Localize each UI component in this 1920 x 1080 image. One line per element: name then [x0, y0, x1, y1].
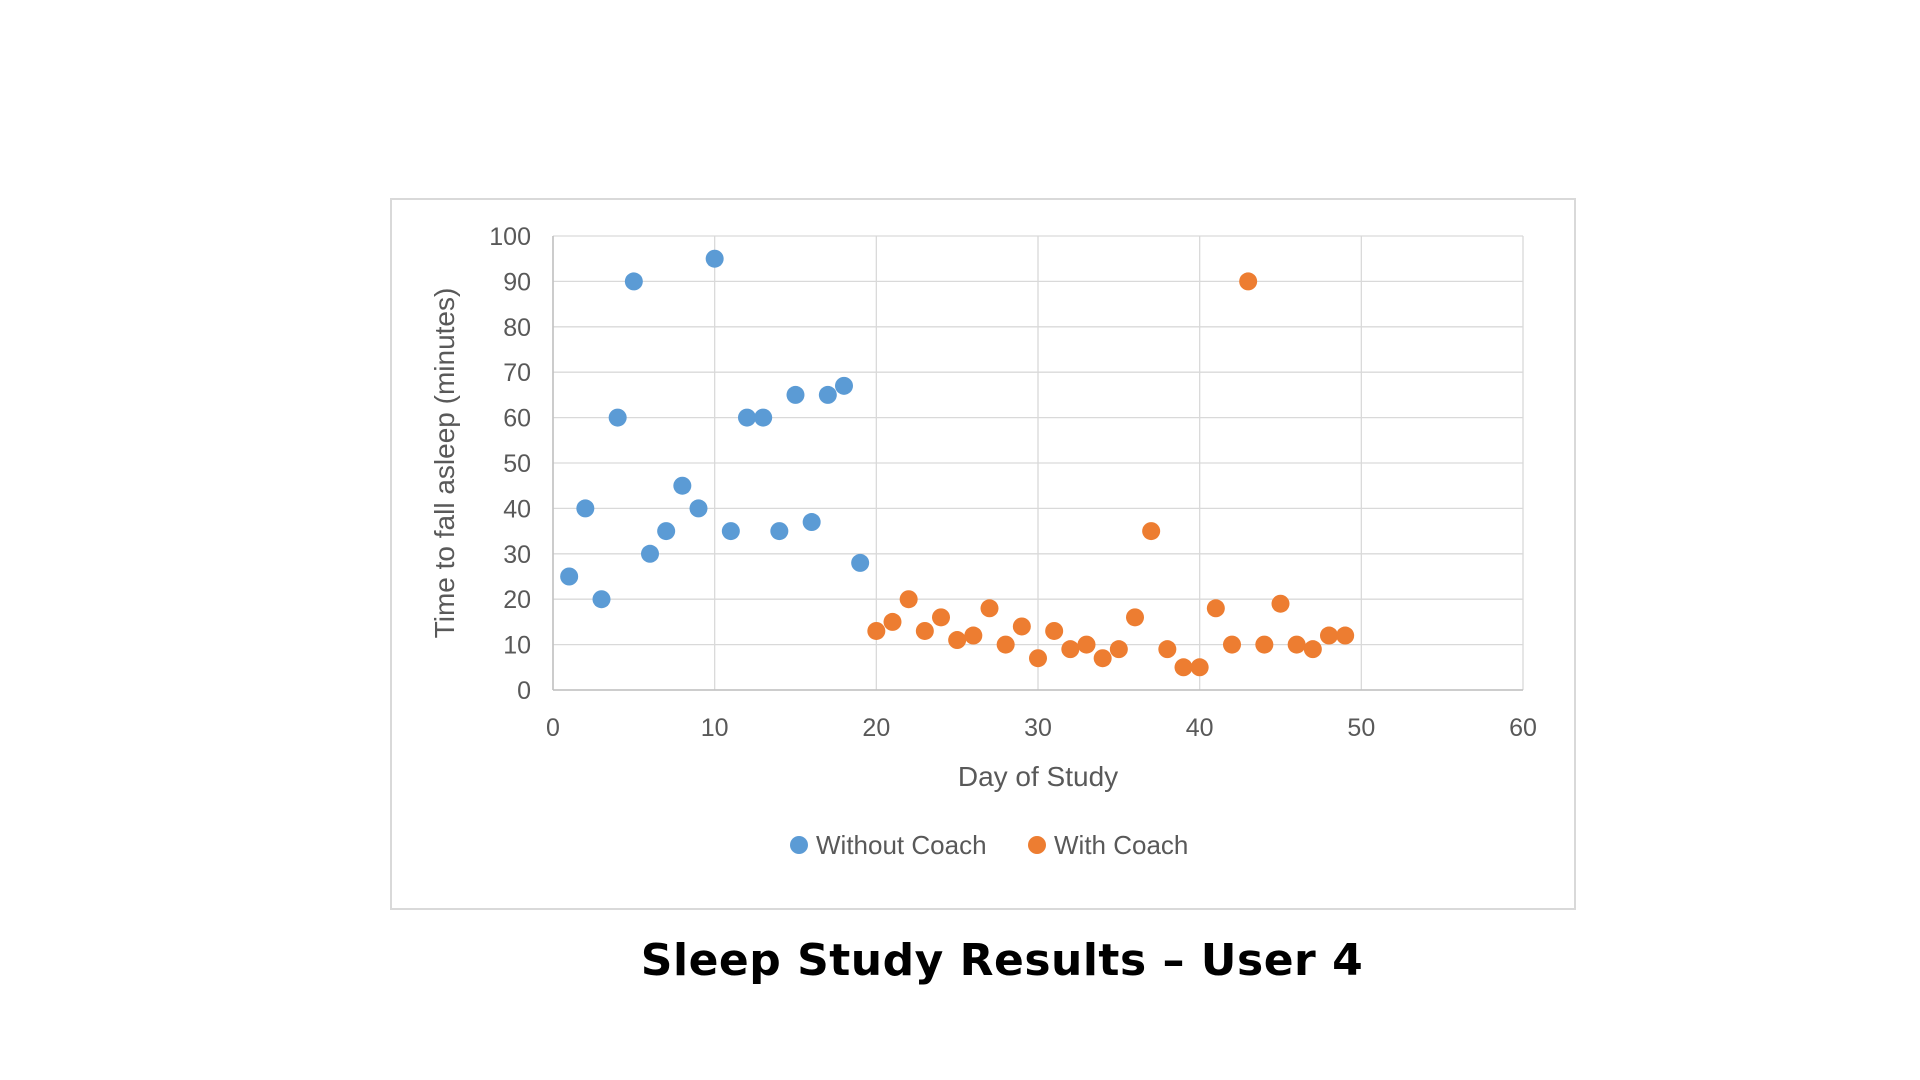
point-without-coach	[673, 476, 692, 495]
point-with-coach	[1287, 635, 1306, 654]
x-tick-label: 0	[546, 714, 560, 742]
y-tick-label: 90	[503, 268, 531, 296]
point-without-coach	[592, 590, 611, 609]
legend-marker-with-coach	[1028, 836, 1046, 854]
y-tick-label: 30	[503, 541, 531, 569]
data-points	[560, 249, 1355, 677]
point-with-coach	[1093, 649, 1112, 668]
point-without-coach	[770, 522, 789, 541]
point-without-coach	[721, 522, 740, 541]
legend-label-with-coach: With Coach	[1054, 830, 1188, 860]
point-with-coach	[996, 635, 1015, 654]
x-tick-label: 50	[1347, 714, 1375, 742]
point-with-coach	[899, 590, 918, 609]
point-with-coach	[1126, 608, 1144, 627]
y-tick-label: 70	[503, 359, 531, 387]
y-tick-label: 20	[503, 586, 531, 614]
point-without-coach	[608, 408, 627, 427]
point-with-coach	[964, 626, 983, 645]
chart-frame: 0 10 20 30 40 50 60 70 80 90 100 0 10 20 30 40 50 60 Day …	[390, 198, 1576, 910]
point-with-coach	[1174, 658, 1193, 677]
point-without-coach	[705, 249, 724, 268]
point-without-coach	[689, 499, 708, 518]
x-tick-label: 20	[862, 714, 890, 742]
point-without-coach	[851, 553, 870, 572]
x-tick-label: 30	[1024, 714, 1052, 742]
y-tick-label: 10	[503, 632, 531, 660]
point-without-coach	[624, 272, 643, 291]
point-without-coach	[786, 385, 805, 404]
y-tick-label: 0	[517, 677, 531, 705]
point-with-coach	[1142, 522, 1161, 541]
point-without-coach	[818, 385, 837, 404]
point-with-coach	[980, 599, 999, 618]
gridlines	[552, 235, 1524, 691]
point-without-coach	[657, 522, 676, 541]
point-with-coach	[1255, 635, 1274, 654]
x-tick-label: 10	[701, 714, 729, 742]
point-with-coach	[1077, 635, 1096, 654]
point-with-coach	[915, 621, 934, 640]
point-with-coach	[932, 608, 950, 627]
point-without-coach	[576, 499, 595, 518]
slide-caption: Sleep Study Results – User 4	[640, 935, 1364, 986]
point-with-coach	[948, 631, 967, 650]
point-with-coach	[1109, 640, 1128, 659]
point-without-coach	[560, 567, 579, 586]
legend-label-without-coach: Without Coach	[816, 830, 987, 860]
legend: Without Coach With Coach	[790, 830, 1188, 860]
y-tick-label: 50	[503, 450, 531, 478]
x-axis-title: Day of Study	[958, 761, 1118, 792]
point-with-coach	[1045, 621, 1064, 640]
point-with-coach	[1223, 635, 1241, 654]
point-with-coach	[1239, 272, 1258, 291]
point-with-coach	[1012, 617, 1031, 636]
tick-labels: 0 10 20 30 40 50 60 70 80 90 100 0 10 20 30 40 50 60	[489, 223, 1537, 742]
y-tick-label: 40	[503, 495, 531, 523]
point-with-coach	[1303, 640, 1322, 659]
point-without-coach	[738, 408, 756, 427]
point-without-coach	[835, 376, 853, 395]
point-with-coach	[1336, 626, 1355, 645]
point-with-coach	[1061, 640, 1080, 659]
point-with-coach	[1158, 640, 1177, 659]
point-without-coach	[754, 408, 773, 427]
y-tick-label: 80	[503, 314, 531, 342]
y-axis-title: Time to fall asleep (minutes)	[429, 288, 460, 639]
y-tick-label: 60	[503, 405, 531, 433]
point-with-coach	[867, 621, 886, 640]
point-without-coach	[802, 513, 821, 532]
point-with-coach	[1271, 594, 1290, 613]
point-with-coach	[883, 612, 902, 631]
scatter-chart: 0 10 20 30 40 50 60 70 80 90 100 0 10 20 30 40 50 60 Day …	[429, 223, 1537, 860]
point-without-coach	[641, 544, 659, 563]
point-with-coach	[1320, 626, 1338, 645]
x-tick-label: 40	[1186, 714, 1214, 742]
point-with-coach	[1029, 649, 1047, 668]
y-tick-label: 100	[489, 223, 531, 251]
point-with-coach	[1190, 658, 1209, 677]
legend-marker-without-coach	[790, 836, 808, 854]
x-tick-label: 60	[1509, 714, 1537, 742]
point-with-coach	[1206, 599, 1225, 618]
axes	[552, 236, 1523, 691]
